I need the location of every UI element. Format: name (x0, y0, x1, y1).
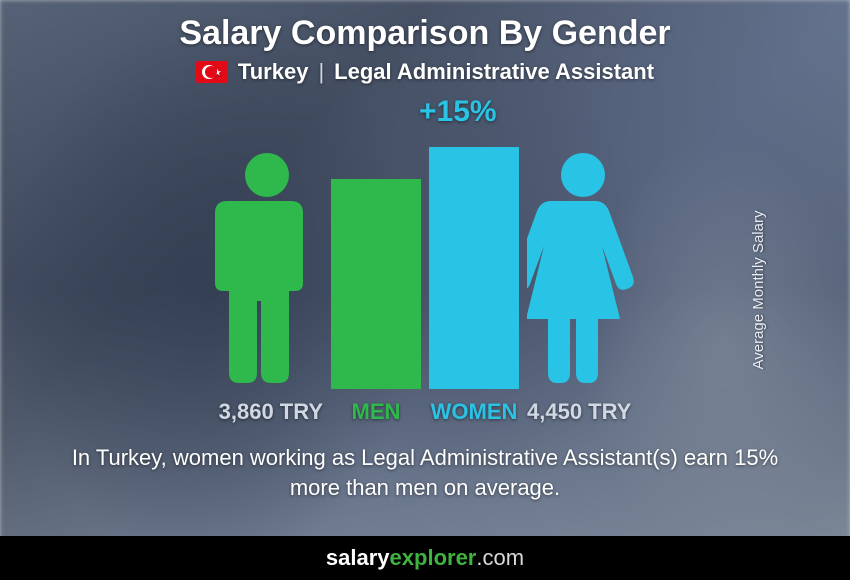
y-axis-label: Average Monthly Salary (750, 211, 767, 370)
country-label: Turkey (238, 59, 309, 85)
role-label: Legal Administrative Assistant (334, 59, 654, 85)
turkey-flag-icon: ★ (196, 61, 228, 83)
separator: | (318, 59, 324, 85)
male-person-icon (211, 149, 323, 389)
chart-area: +15% (105, 95, 745, 425)
female-person-icon (527, 149, 639, 389)
women-salary-value: 4,450 TRY (527, 399, 639, 425)
women-category-label: WOMEN (429, 399, 519, 425)
brand-part-2: explorer (390, 545, 477, 571)
men-bar (331, 179, 421, 389)
men-salary-value: 3,860 TRY (211, 399, 323, 425)
men-category-label: MEN (331, 399, 421, 425)
subtitle-row: ★ Turkey | Legal Administrative Assistan… (196, 59, 654, 85)
percentage-badge: +15% (419, 95, 497, 129)
description-text: In Turkey, women working as Legal Admini… (65, 443, 785, 502)
content-container: Salary Comparison By Gender ★ Turkey | L… (0, 0, 850, 580)
women-bar (429, 147, 519, 389)
brand-part-1: salary (326, 545, 390, 571)
labels-row: 3,860 TRY MEN WOMEN 4,450 TRY (105, 399, 745, 425)
figures-row (105, 147, 745, 389)
brand-part-3: .com (476, 545, 524, 571)
main-title: Salary Comparison By Gender (179, 14, 670, 53)
footer-bar: salaryexplorer.com (0, 536, 850, 580)
